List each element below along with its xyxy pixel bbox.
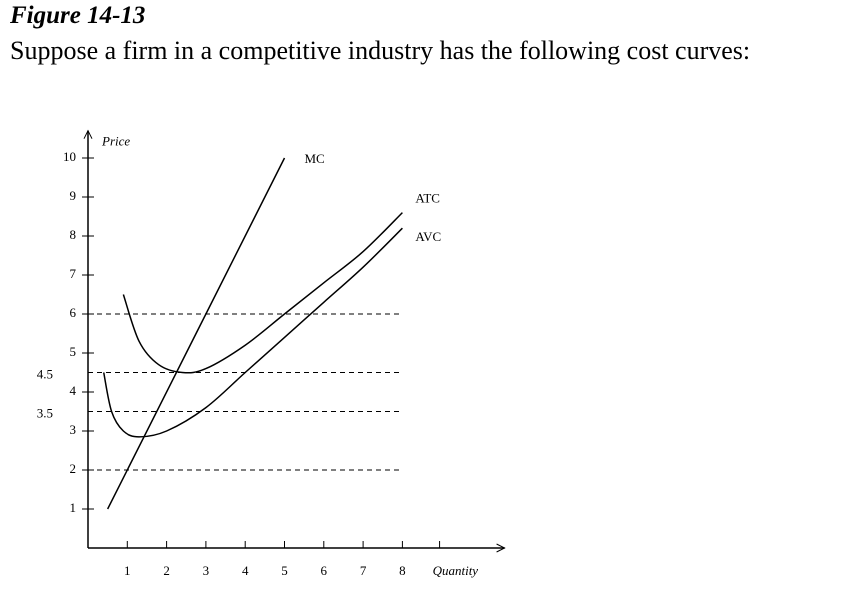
x-tick-label: 3: [203, 563, 210, 578]
y-axis-arrow: [83, 129, 93, 139]
x-tick-label: 4: [242, 563, 249, 578]
y-tick-label: 6: [70, 305, 77, 320]
y-tick-label: 7: [70, 266, 77, 281]
y-tick-label: 5: [70, 344, 77, 359]
y-tick-label: 9: [70, 188, 77, 203]
x-tick-label: 6: [321, 563, 328, 578]
x-axis-arrow: [496, 543, 506, 553]
y-extra-label: 4.5: [37, 366, 53, 381]
cost-curve: [106, 157, 286, 510]
y-axis-label: Price: [101, 134, 130, 149]
x-tick-label: 8: [399, 563, 406, 578]
x-tick-label: 1: [124, 563, 131, 578]
y-tick-label: 3: [70, 422, 77, 437]
y-tick-label: 1: [70, 500, 77, 515]
y-extra-label: 3.5: [37, 405, 53, 420]
cost-curve: [102, 227, 403, 438]
x-tick-label: 2: [163, 563, 170, 578]
y-tick-label: 10: [63, 149, 76, 164]
question-text: Suppose a firm in a competitive industry…: [10, 36, 751, 65]
x-axis-label: Quantity: [433, 563, 479, 578]
x-tick-label: 7: [360, 563, 367, 578]
cost-curve: [122, 212, 403, 374]
curve-label: MC: [305, 151, 325, 166]
x-tick-label: 5: [281, 563, 288, 578]
y-tick-label: 4: [70, 383, 77, 398]
curve-label: ATC: [415, 191, 440, 206]
curve-label: AVC: [415, 229, 441, 244]
y-tick-label: 8: [70, 227, 77, 242]
y-tick-label: 2: [70, 461, 77, 476]
figure-label: Figure 14-13: [10, 2, 146, 29]
